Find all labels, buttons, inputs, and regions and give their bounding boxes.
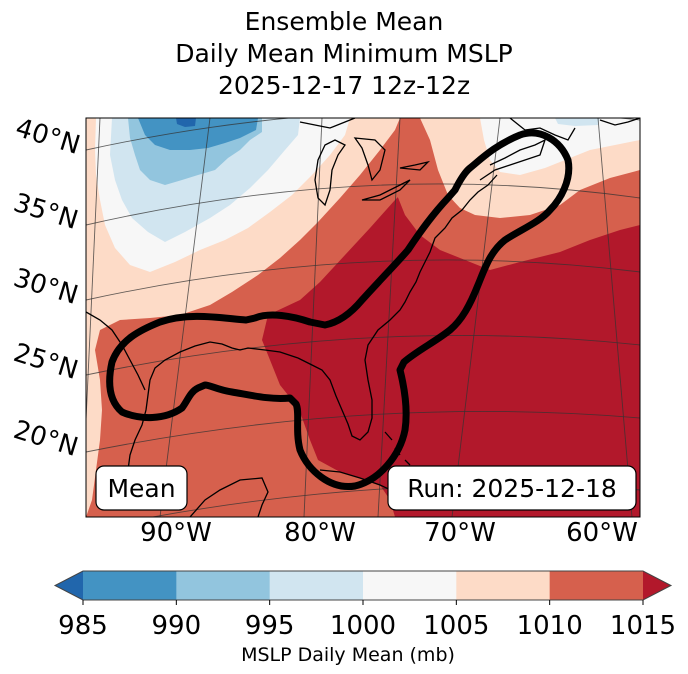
lake-huron (353, 137, 386, 182)
colorbar-segment (363, 571, 457, 600)
colorbar-tick-label: 985 (58, 611, 108, 641)
title-line-2: Daily Mean Minimum MSLP (175, 39, 513, 68)
lon-label-80w: 80°W (284, 518, 356, 548)
title-line-1: Ensemble Mean (244, 7, 444, 36)
meridian-95w (86, 118, 101, 421)
colorbar-segment (549, 571, 644, 600)
gulf-coast (127, 341, 299, 471)
colorbar: 985 990 995 1000 1005 1010 1015 (53, 570, 676, 641)
lat-label-20n: 20°N (10, 415, 81, 463)
colorbar-tick-label: 1015 (610, 611, 676, 641)
field-995-1000-ne (555, 118, 600, 126)
parallel-40n (86, 118, 640, 151)
newfoundland (599, 118, 640, 126)
us-east-coast (297, 174, 498, 441)
field-985-990 (138, 118, 258, 150)
parallel-20n (86, 410, 640, 453)
colorbar-tick-label: 1000 (330, 611, 396, 641)
run-badge-text: Run: 2025-12-18 (407, 474, 617, 503)
meridian-75w (377, 118, 401, 517)
colorbar-segment (269, 571, 364, 600)
title-line-3: 2025-12-17 12z-12z (217, 71, 471, 100)
colorbar-segment (456, 571, 551, 600)
gulf-st-lawrence (509, 118, 576, 141)
lat-label-35n: 35°N (10, 188, 81, 236)
longitude-labels: 90°W 80°W 70°W 60°W (140, 518, 638, 548)
lat-label-25n: 25°N (10, 338, 81, 386)
lake-superior (299, 118, 356, 129)
latitude-labels: 40°N 35°N 30°N 25°N 20°N (10, 113, 83, 463)
field-under-985 (176, 118, 196, 127)
run-badge: Run: 2025-12-18 (387, 465, 637, 511)
meridian-70w (451, 118, 501, 517)
lake-michigan (314, 139, 346, 207)
colorbar-tick-label: 995 (245, 611, 295, 641)
yucatan (189, 477, 269, 517)
colorbar-extend-under (55, 571, 83, 600)
meridian-60w (597, 118, 633, 517)
map-frame (85, 117, 641, 518)
lon-label-60w: 60°W (566, 518, 638, 548)
colorbar-tick-label: 1005 (423, 611, 489, 641)
meridian-80w (303, 118, 323, 517)
lon-label-90w: 90°W (140, 518, 212, 548)
lat-label-40n: 40°N (12, 113, 83, 161)
colorbar-segment (83, 571, 177, 600)
mean-badge: Mean (95, 465, 188, 511)
map-panel: Mean Run: 2025-12-18 (86, 118, 640, 517)
parallel-30n (86, 259, 640, 301)
colorbar-tick-label: 990 (152, 611, 202, 641)
colorbar-label: MSLP Daily Mean (mb) (241, 644, 455, 666)
lat-label-30n: 30°N (10, 263, 81, 311)
colorbar-extend-over (643, 571, 671, 600)
mean-badge-text: Mean (107, 474, 175, 503)
lon-label-70w: 70°W (424, 518, 496, 548)
lake-ontario (399, 160, 431, 171)
contour-line (106, 129, 573, 490)
nova-scotia (479, 138, 547, 181)
colorbar-segment (176, 571, 271, 600)
colorbar-tick-label: 1010 (517, 611, 583, 641)
lake-erie (361, 179, 411, 201)
